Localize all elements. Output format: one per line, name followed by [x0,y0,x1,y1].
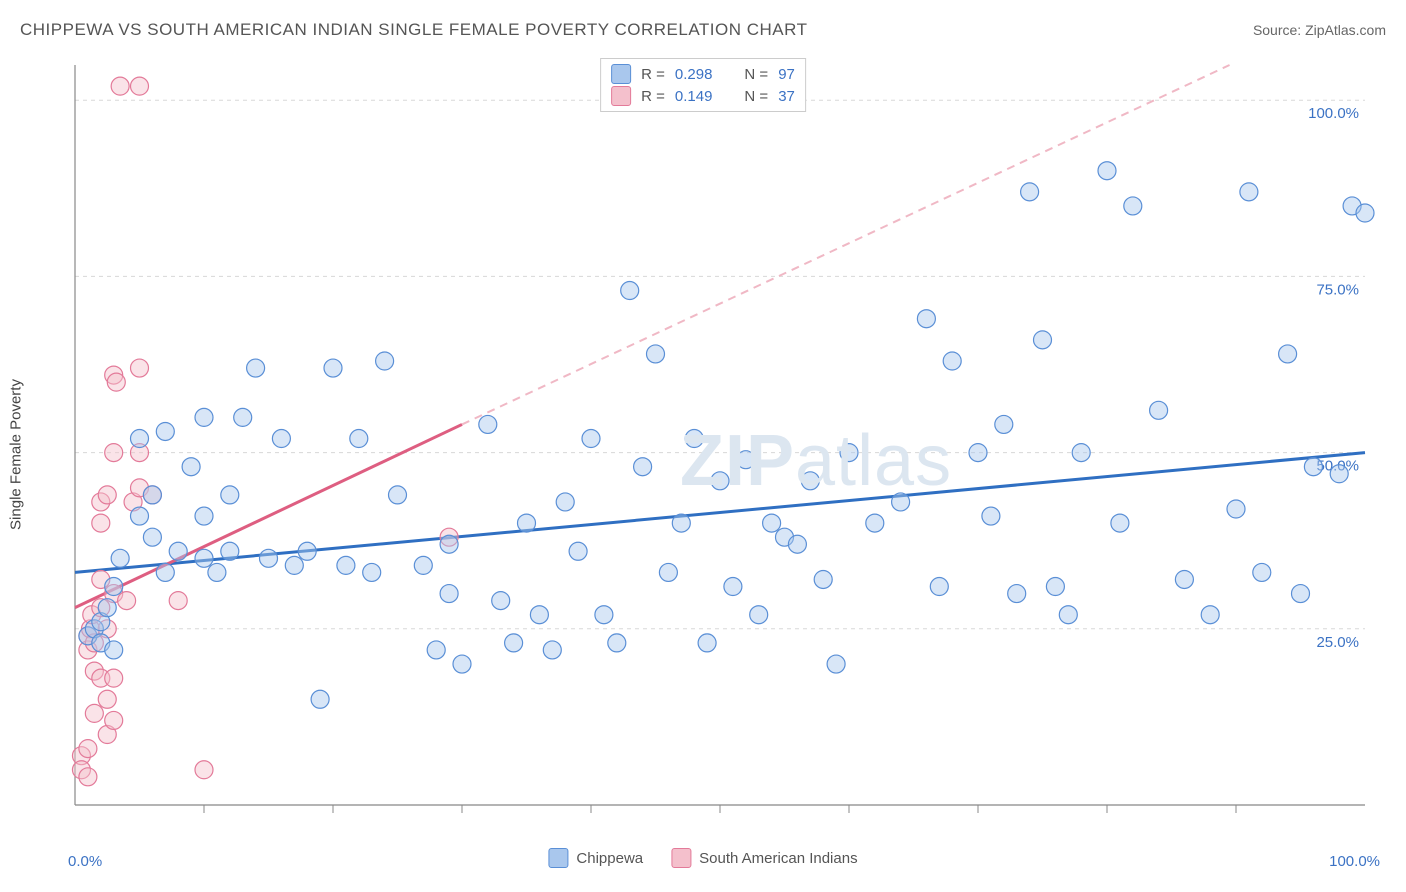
swatch-chippewa [611,64,631,84]
x-axis-label-left: 0.0% [68,853,102,870]
stats-row-chippewa: R = 0.298 N = 97 [611,63,795,85]
legend-item-chippewa: Chippewa [548,848,643,868]
swatch-sai [611,86,631,106]
source-attribution: Source: ZipAtlas.com [1253,22,1386,38]
svg-text:25.0%: 25.0% [1316,634,1359,651]
stats-row-sai: R = 0.149 N = 37 [611,85,795,107]
svg-text:75.0%: 75.0% [1316,281,1359,298]
chart-title: CHIPPEWA VS SOUTH AMERICAN INDIAN SINGLE… [20,20,807,40]
stats-legend-box: R = 0.298 N = 97 R = 0.149 N = 37 [600,58,806,112]
bottom-legend: Chippewa South American Indians [548,848,857,868]
y-axis-label: Single Female Poverty [8,379,25,530]
chart-area: 25.0%50.0%75.0%100.0% [55,55,1375,815]
swatch-sai-icon [671,848,691,868]
svg-text:100.0%: 100.0% [1308,105,1359,122]
swatch-chippewa-icon [548,848,568,868]
legend-item-sai: South American Indians [671,848,857,868]
scatter-chart: 25.0%50.0%75.0%100.0% [55,55,1375,815]
x-axis-label-right: 100.0% [1329,853,1380,870]
